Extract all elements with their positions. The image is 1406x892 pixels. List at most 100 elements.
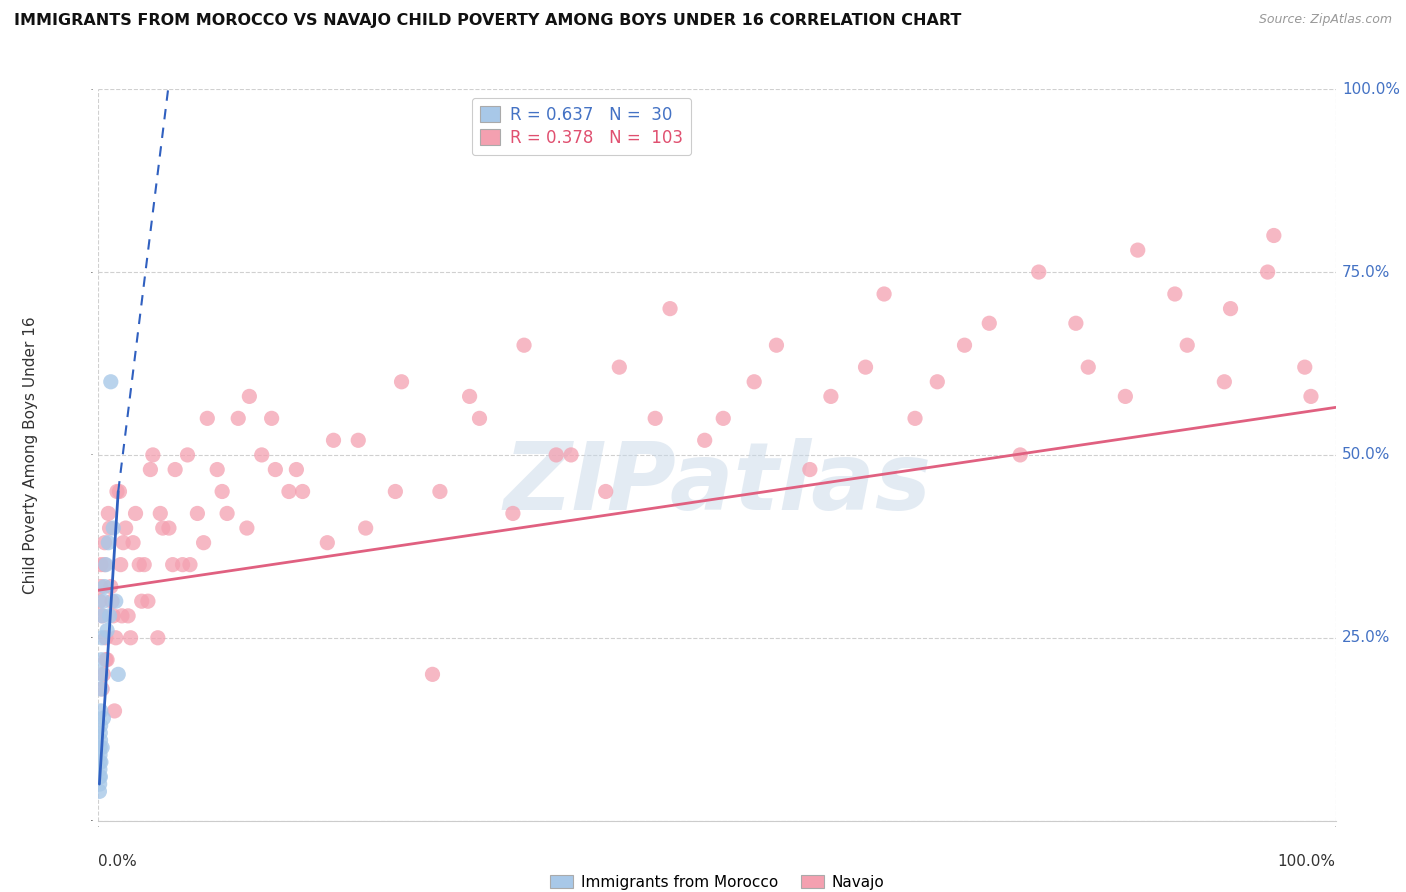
Point (1010, 448, 1032, 462)
Point (458, 389, 481, 403)
Point (391, 375, 413, 389)
Point (226, 411, 249, 425)
Point (316, 535, 339, 549)
Point (146, 631, 169, 645)
Point (693, 434, 716, 448)
Point (238, 389, 260, 403)
Point (91, 631, 114, 645)
Point (211, 484, 233, 499)
Point (1263, 228, 1285, 243)
Point (91, 681, 114, 696)
Point (264, 462, 287, 476)
Point (89, 770, 111, 784)
Point (560, 448, 582, 462)
Point (96, 624, 118, 638)
Point (422, 667, 444, 681)
Point (142, 448, 165, 462)
Point (90, 580, 112, 594)
Point (1077, 360, 1099, 375)
Point (89, 777, 111, 791)
Point (94, 653, 117, 667)
Point (354, 521, 377, 535)
Point (112, 535, 135, 549)
Point (291, 484, 314, 499)
Point (93, 667, 115, 681)
Point (607, 360, 630, 375)
Point (90, 718, 112, 732)
Point (429, 484, 451, 499)
Point (152, 521, 174, 535)
Point (100, 580, 122, 594)
Point (89, 733, 111, 747)
Point (98, 608, 121, 623)
Point (176, 448, 198, 462)
Point (89, 740, 111, 755)
Point (108, 484, 131, 499)
Point (1114, 389, 1136, 403)
Point (93, 594, 115, 608)
Point (101, 594, 124, 608)
Point (89, 763, 111, 777)
Text: 75.0%: 75.0% (1341, 265, 1391, 279)
Point (114, 521, 136, 535)
Point (98, 521, 121, 535)
Point (90, 667, 112, 681)
Point (186, 507, 208, 521)
Point (90, 681, 112, 696)
Point (97, 507, 120, 521)
Point (91, 608, 114, 623)
Point (742, 375, 765, 389)
Point (94, 558, 117, 572)
Point (111, 608, 134, 623)
Point (93, 711, 115, 725)
Point (89, 726, 111, 740)
Point (103, 704, 125, 718)
Point (157, 521, 180, 535)
Point (205, 462, 228, 476)
Point (979, 316, 1001, 330)
Text: 100.0%: 100.0% (1341, 82, 1400, 96)
Point (89, 594, 111, 608)
Point (91, 740, 114, 755)
Text: ZIPatlas: ZIPatlas (503, 438, 931, 530)
Point (384, 484, 406, 499)
Point (322, 434, 344, 448)
Point (513, 338, 536, 352)
Point (90, 704, 112, 718)
Text: Source: ZipAtlas.com: Source: ZipAtlas.com (1258, 13, 1392, 27)
Point (131, 594, 153, 608)
Point (1164, 287, 1187, 301)
Point (236, 521, 259, 535)
Point (128, 558, 150, 572)
Point (136, 594, 159, 608)
Point (94, 631, 117, 645)
Point (820, 389, 842, 403)
Point (89, 784, 111, 798)
Point (93, 580, 115, 594)
Point (120, 631, 142, 645)
Point (89, 747, 111, 762)
Point (1257, 265, 1279, 279)
Point (468, 411, 491, 425)
Point (904, 411, 927, 425)
Point (93, 535, 115, 549)
Point (595, 484, 617, 499)
Text: 25.0%: 25.0% (1341, 631, 1391, 645)
Point (165, 462, 187, 476)
Point (502, 507, 524, 521)
Point (927, 375, 949, 389)
Point (659, 301, 682, 316)
Point (96, 653, 118, 667)
Point (134, 558, 156, 572)
Point (124, 507, 146, 521)
Point (217, 507, 239, 521)
Point (1064, 316, 1087, 330)
Point (546, 448, 568, 462)
Point (90, 558, 112, 572)
Point (193, 535, 215, 549)
Point (1219, 301, 1241, 316)
Text: 50.0%: 50.0% (1341, 448, 1391, 462)
Point (90, 755, 112, 769)
Point (347, 434, 370, 448)
Point (711, 411, 734, 425)
